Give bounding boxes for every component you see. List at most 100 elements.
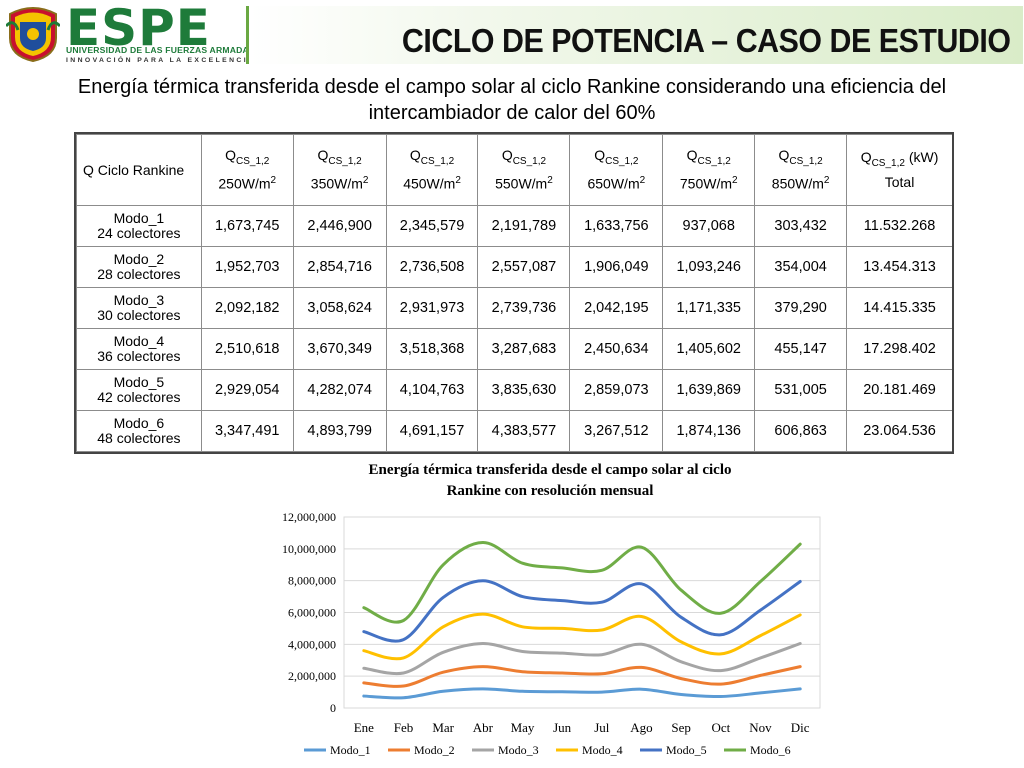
chart-title-line-2: Rankine con resolución mensual	[446, 483, 654, 499]
mode-name: Modo_5	[113, 374, 165, 390]
y-tick-label: 8,000,000	[288, 574, 336, 588]
energy-cell: 2,739,736	[477, 287, 571, 329]
table-column-header: QCS_1,2 750W/m2	[662, 134, 756, 206]
series-line-modo-1	[362, 687, 802, 700]
table-column-header: QCS_1,2 550W/m2	[477, 134, 571, 206]
university-seal-logo	[6, 7, 60, 62]
unit-exponent: 2	[823, 175, 830, 187]
total-cell: 11.532.268	[846, 205, 953, 247]
energy-cell: 2,450,634	[569, 328, 664, 370]
q-subscript: CS_1,2	[871, 157, 905, 169]
total-cell: 23.064.536	[846, 410, 953, 452]
energy-cell: 354,004	[754, 246, 848, 288]
espe-logo: ESPE UNIVERSIDAD DE LAS FUERZAS ARMADAS …	[64, 2, 255, 68]
x-tick-label: Jun	[553, 720, 572, 735]
energy-cell: 4,282,074	[292, 369, 387, 411]
energy-cell: 2,510,618	[200, 328, 294, 370]
series-line-modo-3	[362, 641, 802, 676]
table-column-header: QCS_1,2 450W/m2	[385, 134, 479, 206]
y-tick-label: 0	[330, 701, 336, 715]
mode-name: Modo_4	[113, 333, 165, 349]
energy-cell: 1,906,049	[569, 246, 664, 288]
mode-cell: Modo_3 30 colectores	[76, 287, 202, 329]
table-column-header: QCS_1,2 650W/m2	[569, 134, 664, 206]
legend-label: Modo_4	[582, 743, 623, 757]
energy-cell: 2,092,182	[200, 287, 294, 329]
slide-subtitle: Energía térmica transferida desde el cam…	[20, 74, 1004, 126]
chart-svg: 0 2,000,000 4,000,000 6,000,000 8,000,000 10,…	[282, 510, 821, 757]
table-row: Modo_1 24 colectores 1,673,745 2,446,900 2,3…	[76, 205, 953, 247]
total-cell: 20.181.469	[846, 369, 953, 411]
chart-title: Energía térmica transferida desde el cam…	[262, 460, 838, 502]
table-total-header: QCS_1,2 (kW) Total	[846, 134, 953, 206]
irradiance-unit: 350W/m	[310, 175, 363, 192]
energy-cell: 2,736,508	[385, 246, 479, 288]
q-symbol: Q	[409, 147, 421, 164]
x-tick-label: Sep	[671, 720, 691, 735]
q-symbol: Q	[317, 147, 329, 164]
collector-count: 36 colectores	[97, 348, 181, 364]
table-row: Modo_4 36 colectores 2,510,618 3,670,349 3,5…	[76, 328, 953, 370]
series-line-modo-2	[362, 665, 802, 688]
energy-cell: 2,929,054	[200, 369, 294, 411]
table-corner-header: Q Ciclo Rankine	[76, 134, 202, 206]
energy-cell: 2,931,973	[385, 287, 479, 329]
y-tick-label: 10,000,000	[282, 542, 336, 556]
energy-cell: 2,191,789	[477, 205, 571, 247]
x-tick-label: Dic	[791, 720, 810, 735]
energy-cell: 2,557,087	[477, 246, 571, 288]
legend-label: Modo_3	[498, 743, 539, 757]
y-tick-label: 2,000,000	[288, 669, 336, 683]
series-line-modo-5	[362, 579, 802, 643]
legend-label: Modo_5	[666, 743, 707, 757]
table-row: Modo_3 30 colectores 2,092,182 3,058,624 2,9…	[76, 287, 953, 329]
q-symbol: Q	[594, 147, 606, 164]
energy-cell: 3,058,624	[292, 287, 387, 329]
table-row: Modo_2 28 colectores 1,952,703 2,854,716 2,7…	[76, 246, 953, 288]
energy-cell: 2,446,900	[292, 205, 387, 247]
table-column-header: QCS_1,2 850W/m2	[754, 134, 848, 206]
table-column-header: QCS_1,2 350W/m2	[292, 134, 387, 206]
energy-cell: 1,874,136	[662, 410, 756, 452]
energy-cell: 606,863	[754, 410, 848, 452]
q-subscript: CS_1,2	[789, 156, 823, 168]
x-tick-label: May	[511, 720, 535, 735]
unit-exponent: 2	[639, 175, 646, 187]
energy-cell: 4,104,763	[385, 369, 479, 411]
irradiance-unit: 650W/m	[587, 175, 640, 192]
energy-cell: 2,345,579	[385, 205, 479, 247]
q-subscript: CS_1,2	[697, 156, 731, 168]
monthly-energy-chart: Energía térmica transferida desde el cam…	[262, 456, 824, 768]
total-unit: (kW)	[904, 149, 939, 166]
energy-cell: 3,835,630	[477, 369, 571, 411]
collector-count: 28 colectores	[97, 266, 181, 282]
energy-cell: 1,952,703	[200, 246, 294, 288]
energy-cell: 3,267,512	[569, 410, 664, 452]
energy-cell: 531,005	[754, 369, 848, 411]
total-cell: 17.298.402	[846, 328, 953, 370]
series-line-modo-4	[362, 612, 802, 661]
legend-label: Modo_2	[414, 743, 455, 757]
q-symbol: Q	[501, 147, 513, 164]
energy-cell: 4,893,799	[292, 410, 387, 452]
irradiance-unit: 250W/m	[218, 175, 271, 192]
legend-label: Modo_1	[330, 743, 371, 757]
subtitle-line-1: Energía térmica transferida desde el cam…	[77, 76, 947, 98]
total-cell: 14.415.335	[846, 287, 953, 329]
mode-name: Modo_1	[113, 210, 165, 226]
q-subscript: CS_1,2	[420, 156, 455, 168]
header-bar: CICLO DE POTENCIA – CASO DE ESTUDIO	[246, 6, 1023, 64]
q-symbol: Q	[778, 147, 790, 164]
mode-cell: Modo_1 24 colectores	[76, 205, 202, 247]
q-subscript: CS_1,2	[328, 156, 362, 168]
unit-exponent: 2	[732, 175, 738, 187]
mode-name: Modo_2	[113, 251, 165, 267]
energy-cell: 3,518,368	[385, 328, 479, 370]
table-row: Modo_6 48 colectores 3,347,491 4,893,799 4,6…	[76, 410, 953, 452]
irradiance-unit: 750W/m	[679, 175, 733, 192]
energy-cell: 4,691,157	[385, 410, 479, 452]
x-tick-label: Ene	[354, 720, 374, 735]
unit-exponent: 2	[270, 175, 277, 187]
mode-cell: Modo_4 36 colectores	[76, 328, 202, 370]
collector-count: 48 colectores	[97, 430, 181, 446]
